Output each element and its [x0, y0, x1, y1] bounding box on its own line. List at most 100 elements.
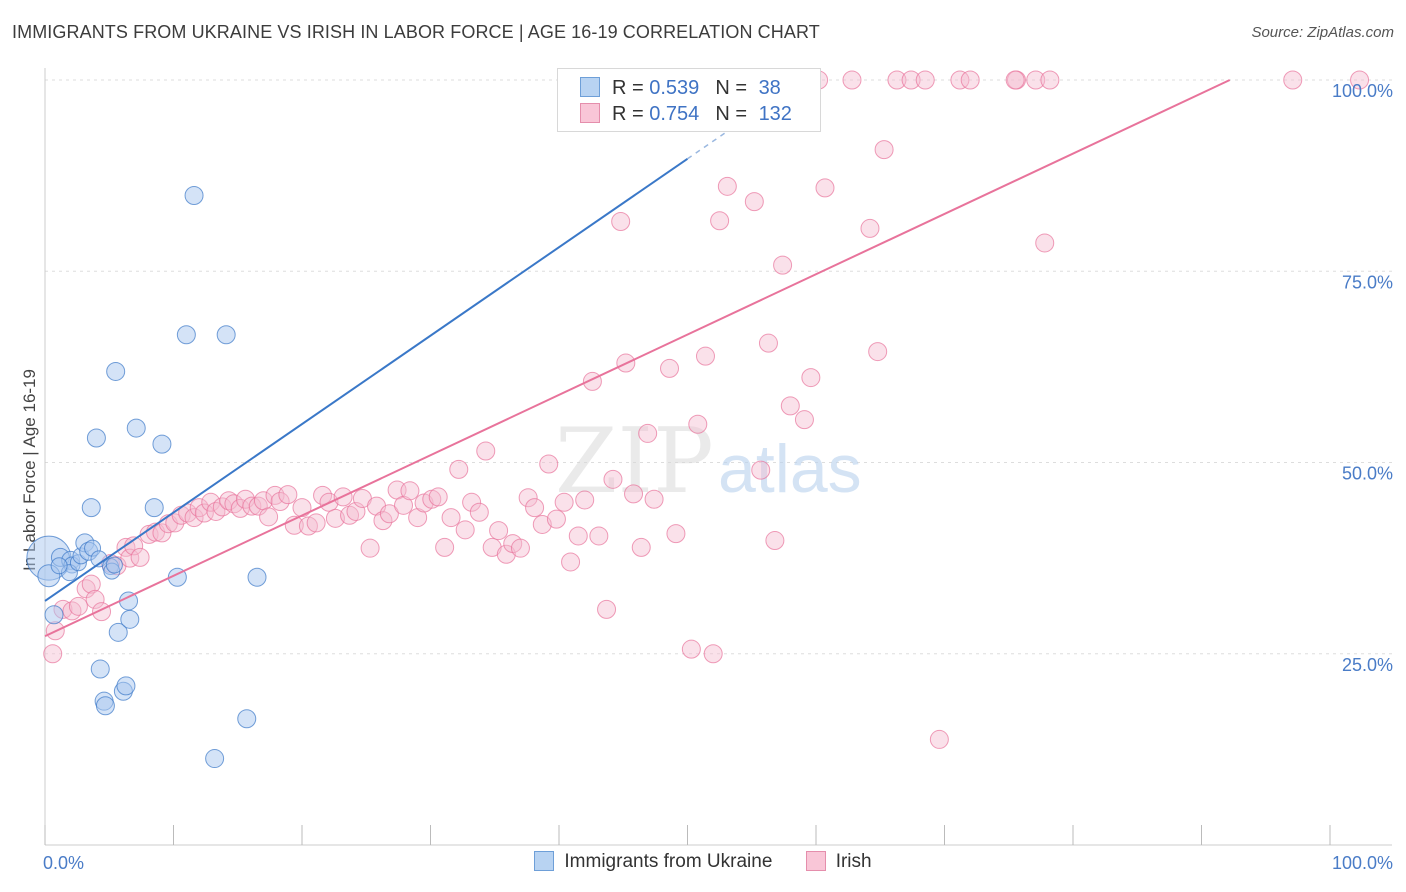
irish-point — [554, 492, 574, 512]
bottom-legend-ukraine[interactable]: Immigrants from Ukraine — [534, 851, 772, 873]
bottom-legend: Immigrants from Ukraine Irish — [0, 851, 1406, 873]
chart-title: IMMIGRANTS FROM UKRAINE VS IRISH IN LABO… — [12, 22, 820, 42]
irish-point — [165, 513, 185, 533]
irish-point — [184, 508, 204, 528]
y-tick-labels: 25.0% 50.0% 75.0% 100.0% — [1332, 81, 1393, 675]
legend-n-label: N = — [715, 77, 753, 99]
irish-point — [428, 487, 448, 507]
ukraine-point — [120, 609, 140, 629]
irish-point — [379, 504, 399, 524]
ukraine-point — [247, 567, 267, 587]
ukraine-point — [184, 186, 204, 206]
irish-point — [259, 507, 279, 527]
irish-point — [915, 70, 935, 90]
irish-point — [589, 526, 609, 546]
irish-point — [874, 140, 894, 160]
ukraine-point — [216, 325, 236, 345]
irish-point — [518, 488, 538, 508]
ukraine-point — [237, 709, 257, 729]
legend-n-label: N = — [715, 103, 753, 125]
legend-n-value: 132 — [758, 103, 792, 125]
irish-point — [292, 498, 312, 518]
ukraine-point — [86, 428, 106, 448]
bottom-legend-swatch-pink — [805, 851, 826, 871]
irish-point — [532, 514, 552, 534]
irish-point — [325, 508, 345, 528]
irish-point — [248, 496, 268, 516]
irish-point — [695, 346, 715, 366]
ukraine-point — [90, 659, 110, 679]
legend-swatch-pink — [580, 103, 600, 123]
legend-r-value: 0.539 — [649, 77, 700, 99]
irish-point — [85, 589, 105, 609]
irish-point — [539, 454, 559, 474]
irish-points — [43, 70, 1370, 749]
irish-point — [1026, 70, 1046, 90]
irish-point — [681, 639, 701, 659]
y-tick-label: 25.0% — [1342, 655, 1393, 675]
irish-point — [441, 508, 461, 528]
irish-point — [130, 547, 150, 567]
irish-point — [901, 70, 921, 90]
irish-point — [597, 599, 617, 619]
irish-point — [469, 502, 489, 522]
irish-point — [950, 70, 970, 90]
irish-point — [794, 410, 814, 430]
ukraine-point — [50, 557, 68, 575]
ukraine-point — [152, 434, 172, 454]
irish-point — [666, 524, 686, 544]
irish-point — [703, 644, 723, 664]
irish-point — [81, 574, 101, 594]
irish-point — [394, 495, 414, 515]
irish-point — [960, 70, 980, 90]
irish-point — [1035, 233, 1055, 253]
irish-point — [400, 481, 420, 501]
irish-point — [219, 491, 239, 511]
irish-point — [765, 531, 785, 551]
irish-point — [561, 552, 581, 572]
irish-point — [929, 729, 949, 749]
irish-point — [887, 70, 907, 90]
legend-row-irish: R = 0.754 N = 132 — [580, 103, 792, 126]
irish-point — [744, 192, 764, 212]
ukraine-point — [116, 676, 136, 696]
legend-n-value: 38 — [758, 77, 781, 99]
irish-point — [631, 537, 651, 557]
ukraine-point — [176, 325, 196, 345]
irish-point — [1005, 70, 1025, 90]
legend-r-value: 0.754 — [649, 103, 700, 125]
gridlines — [45, 79, 1392, 655]
ukraine-trend-line — [44, 157, 689, 602]
irish-point — [510, 538, 530, 558]
irish-point — [751, 460, 771, 480]
legend-box: R = 0.539 N = 38 R = 0.754 N = 132 — [557, 68, 821, 132]
ukraine-points — [26, 186, 267, 769]
irish-point — [638, 423, 658, 443]
ukraine-point — [144, 498, 164, 518]
legend-r-label: R = — [612, 103, 650, 125]
irish-point — [868, 342, 888, 362]
irish-point — [455, 520, 475, 540]
x-tick-labels: 0.0% 100.0% — [43, 853, 1393, 873]
irish-point — [801, 368, 821, 388]
bottom-legend-irish[interactable]: Irish — [805, 851, 872, 873]
irish-point — [780, 396, 800, 416]
ukraine-point — [105, 556, 123, 574]
bottom-legend-label: Immigrants from Ukraine — [564, 851, 773, 872]
irish-point — [1283, 70, 1303, 90]
bottom-legend-swatch-blue — [534, 851, 555, 871]
irish-point — [624, 484, 644, 504]
irish-point — [546, 509, 566, 529]
watermark-zip: ZIP — [555, 409, 714, 514]
irish-point — [152, 523, 172, 543]
irish-point — [68, 596, 88, 616]
watermark-atlas: atlas — [718, 431, 862, 507]
irish-point — [688, 414, 708, 434]
irish-point — [525, 498, 545, 518]
y-tick-label: 75.0% — [1342, 272, 1393, 292]
ukraine-point — [95, 696, 115, 716]
legend-row-ukraine: R = 0.539 N = 38 — [580, 77, 781, 100]
irish-point — [1350, 70, 1370, 90]
irish-point — [242, 496, 262, 516]
irish-point — [298, 516, 318, 536]
